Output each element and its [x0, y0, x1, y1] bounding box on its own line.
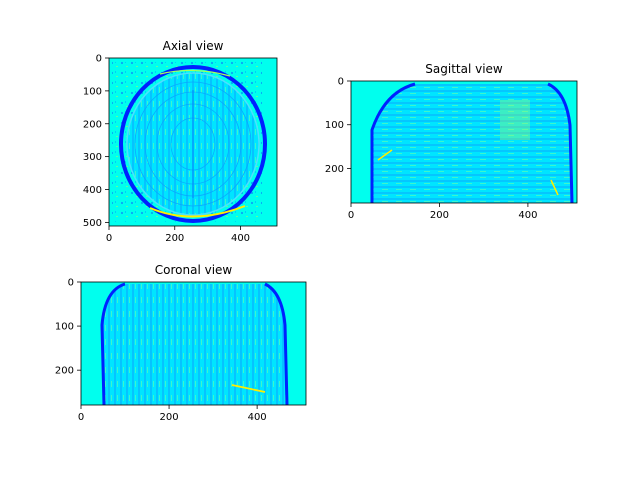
- axial-ytick-label: 300: [83, 152, 102, 163]
- axial-ytick-label: 500: [83, 218, 102, 229]
- axial-ytick-label: 100: [83, 86, 102, 97]
- coronal-title: Coronal view: [155, 263, 233, 277]
- sagittal-ytick-label: 100: [325, 120, 344, 131]
- axial-axes-frame: [108, 57, 278, 227]
- axial-xtick-label: 200: [165, 233, 184, 244]
- sagittal-xtick-label: 0: [348, 210, 354, 221]
- sagittal-panel: Sagittal view 0 200 400 0 100 200: [325, 62, 578, 221]
- axial-title: Axial view: [163, 39, 224, 53]
- coronal-ytick-label: 0: [68, 278, 74, 289]
- axial-xtick-label: 400: [231, 233, 250, 244]
- coronal-ytick-label: 100: [55, 322, 74, 333]
- coronal-image: [81, 282, 306, 406]
- axial-xtick-label: 0: [106, 233, 112, 244]
- axial-ytick-label: 0: [96, 54, 102, 65]
- axial-ytick-label: 400: [83, 185, 102, 196]
- coronal-ytick-label: 200: [55, 366, 74, 377]
- coronal-axes-frame: [80, 281, 307, 406]
- axial-ytick-label: 200: [83, 119, 102, 130]
- sagittal-ytick-label: 0: [338, 77, 344, 88]
- coronal-xtick-label: 200: [160, 412, 179, 423]
- axial-panel: Axial view 0 200 400 0 100 200 300 400 500: [83, 39, 278, 244]
- sagittal-xtick-label: 400: [518, 210, 537, 221]
- sagittal-title: Sagittal view: [425, 62, 503, 76]
- coronal-panel: Coronal view 0 200 400 0 100 200: [55, 263, 307, 423]
- coronal-xtick-label: 0: [78, 412, 84, 423]
- coronal-xtick-label: 400: [248, 412, 267, 423]
- sagittal-axes-frame: [350, 80, 578, 204]
- sagittal-xtick-label: 200: [430, 210, 449, 221]
- sagittal-image: [351, 81, 577, 204]
- sagittal-ytick-label: 200: [325, 164, 344, 175]
- axial-image: [109, 58, 277, 226]
